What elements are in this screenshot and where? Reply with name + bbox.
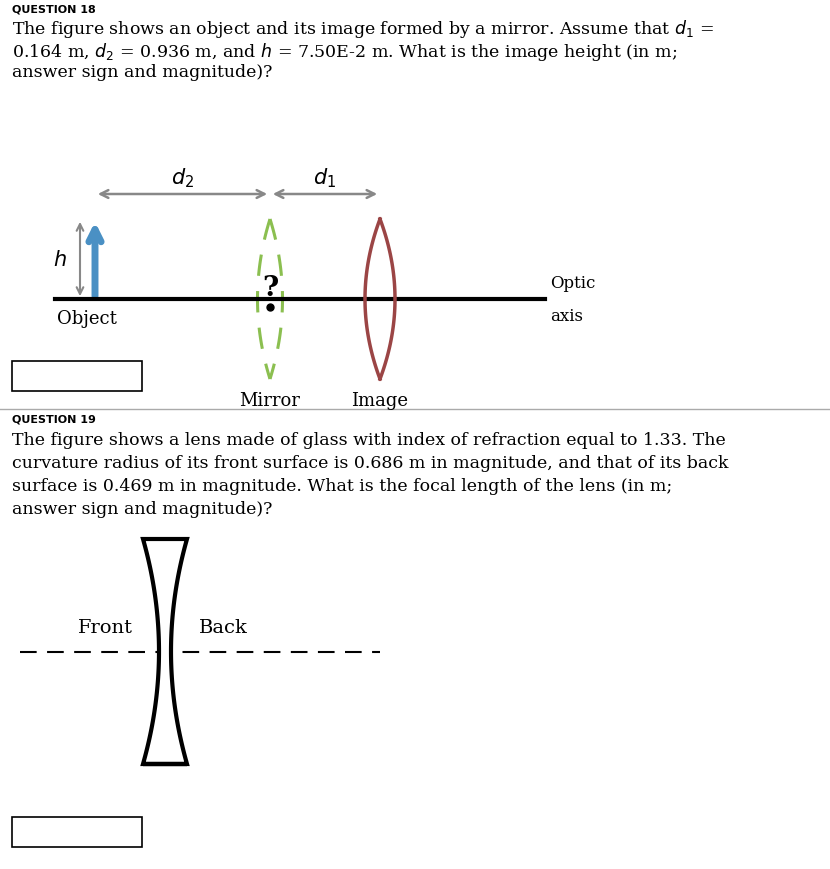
Polygon shape bbox=[143, 540, 187, 764]
Bar bbox=[12, 817, 142, 847]
Text: QUESTION 18: QUESTION 18 bbox=[12, 5, 95, 15]
Text: Image: Image bbox=[351, 392, 408, 409]
Text: 0.164 m, $d_2$ = 0.936 m, and $h$ = 7.50E-2 m. What is the image height (in m;: 0.164 m, $d_2$ = 0.936 m, and $h$ = 7.50… bbox=[12, 41, 677, 63]
Text: ?: ? bbox=[262, 275, 278, 302]
Text: $d_1$: $d_1$ bbox=[314, 166, 336, 189]
Text: Optic: Optic bbox=[550, 275, 595, 292]
Text: curvature radius of its front surface is 0.686 m in magnitude, and that of its b: curvature radius of its front surface is… bbox=[12, 454, 729, 472]
Text: $d_2$: $d_2$ bbox=[171, 166, 194, 189]
Bar bbox=[12, 362, 142, 392]
Text: answer sign and magnitude)?: answer sign and magnitude)? bbox=[12, 64, 272, 81]
Text: Front: Front bbox=[78, 619, 133, 637]
Text: The figure shows an object and its image formed by a mirror. Assume that $d_1$ =: The figure shows an object and its image… bbox=[12, 18, 714, 40]
Text: The figure shows a lens made of glass with index of refraction equal to 1.33. Th: The figure shows a lens made of glass wi… bbox=[12, 432, 725, 448]
Text: answer sign and magnitude)?: answer sign and magnitude)? bbox=[12, 501, 272, 517]
Text: QUESTION 19: QUESTION 19 bbox=[12, 415, 96, 425]
Text: Object: Object bbox=[57, 309, 117, 328]
Text: surface is 0.469 m in magnitude. What is the focal length of the lens (in m;: surface is 0.469 m in magnitude. What is… bbox=[12, 477, 672, 494]
Text: axis: axis bbox=[550, 308, 583, 325]
Text: Mirror: Mirror bbox=[240, 392, 300, 409]
Text: $h$: $h$ bbox=[53, 249, 67, 269]
Text: Back: Back bbox=[199, 619, 248, 637]
